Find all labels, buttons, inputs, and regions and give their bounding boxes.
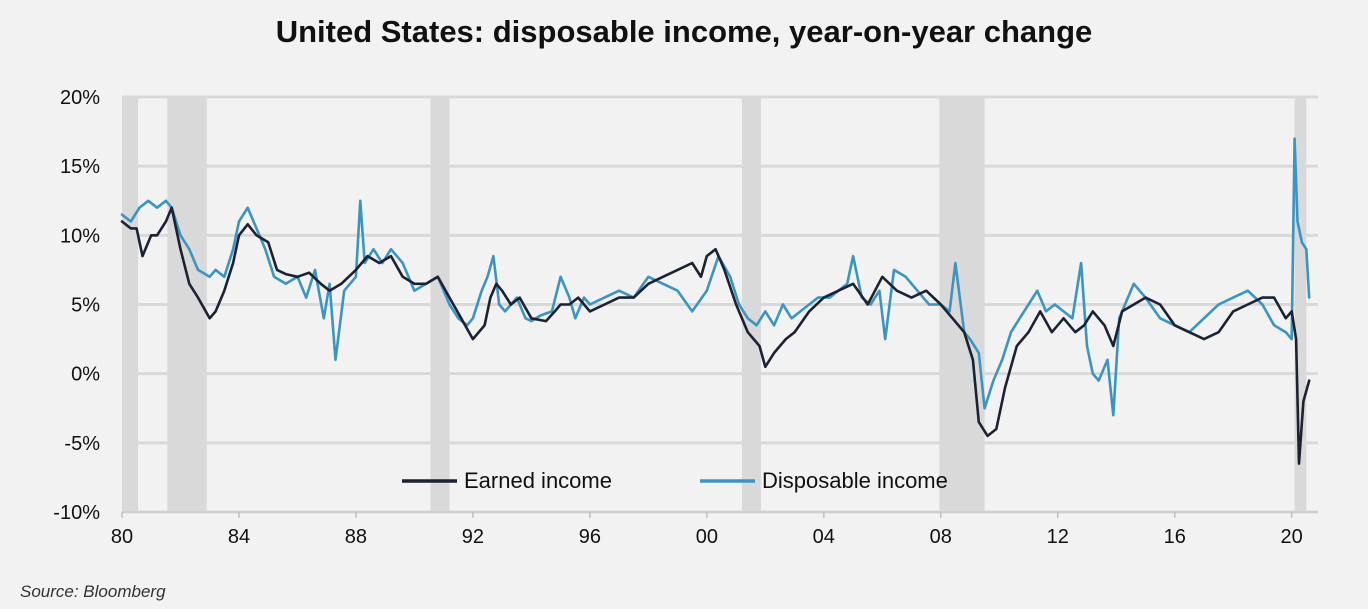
y-axis-ticks: 20% 15% 10% 5% 0% -5% -10%	[53, 87, 100, 524]
x-tick-label: 92	[462, 526, 484, 548]
y-tick-label: -5%	[64, 433, 100, 455]
y-tick-label: 15%	[60, 156, 100, 178]
x-tick-label: 16	[1164, 526, 1186, 548]
y-tick-label: -10%	[53, 502, 100, 524]
disposable-income-line	[120, 137, 1311, 417]
x-tick-label: 00	[696, 526, 718, 548]
x-tick-label: 08	[930, 526, 952, 548]
x-tick-label: 88	[345, 526, 367, 548]
chart-title: United States: disposable income, year-o…	[275, 14, 1093, 49]
x-tick-label: 96	[579, 526, 601, 548]
x-tick-label: 80	[111, 526, 133, 548]
y-tick-label: 20%	[60, 87, 100, 109]
x-tick-label: 84	[228, 526, 250, 548]
x-tick-label: 12	[1047, 526, 1069, 548]
gridlines	[122, 95, 1318, 514]
series-lines	[120, 137, 1311, 465]
legend-label: Earned income	[464, 468, 612, 493]
y-tick-label: 0%	[71, 364, 100, 386]
x-tick-label: 04	[813, 526, 835, 548]
legend: Earned income Disposable income	[402, 468, 948, 493]
y-tick-label: 5%	[71, 295, 100, 317]
source-note: Source: Bloomberg	[20, 582, 166, 601]
line-chart: 20% 15% 10% 5% 0% -5% -10% 80 84 88 92 96 00 04 08 12 1…	[53, 87, 1318, 548]
legend-label: Disposable income	[762, 468, 948, 493]
y-tick-label: 10%	[60, 225, 100, 247]
x-axis-ticks: 80 84 88 92 96 00 04 08 12 16 20	[111, 511, 1318, 548]
earned-income-line	[120, 206, 1311, 465]
x-tick-label: 20	[1281, 526, 1303, 548]
